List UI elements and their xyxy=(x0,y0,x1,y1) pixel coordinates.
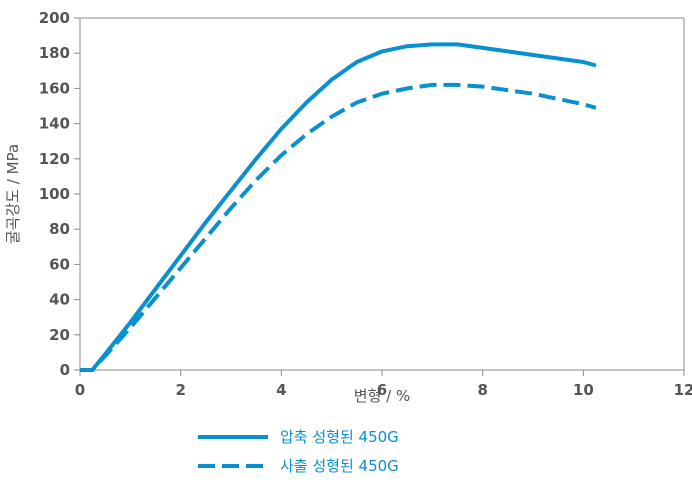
x-axis-title: 변형 / % xyxy=(354,387,410,405)
y-tick-label: 140 xyxy=(39,115,70,133)
legend-label-injection: 사출 성형된 450G xyxy=(280,457,399,475)
y-tick-label: 40 xyxy=(49,291,70,309)
data-series xyxy=(80,42,597,372)
series-line-compression-molded xyxy=(80,42,597,372)
y-tick-label: 0 xyxy=(60,361,70,379)
x-tick-label: 0 xyxy=(75,381,85,399)
x-tick-label: 2 xyxy=(175,381,185,399)
y-tick-label: 100 xyxy=(39,185,70,203)
series-line-injection-molded xyxy=(80,82,597,372)
plot-axes xyxy=(79,17,685,371)
y-tick-label: 20 xyxy=(49,326,70,344)
y-tick-label: 200 xyxy=(39,9,70,27)
x-tick-label: 4 xyxy=(276,381,286,399)
y-tick-label: 180 xyxy=(39,44,70,62)
y-tick-label: 160 xyxy=(39,79,70,97)
legend-label-compression: 압축 성형된 450G xyxy=(280,428,399,446)
legend: 압축 성형된 450G 사출 성형된 450G xyxy=(198,428,399,475)
y-tick-label: 60 xyxy=(49,255,70,273)
x-tick-label: 12 xyxy=(674,381,692,399)
x-tick-label: 8 xyxy=(477,381,487,399)
y-axis-title: 굴곡강도 / MPa xyxy=(4,144,22,244)
x-tick-label: 10 xyxy=(573,381,594,399)
y-tick-label: 80 xyxy=(49,220,70,238)
y-tick-label: 120 xyxy=(39,150,70,168)
x-tick-label: 6 xyxy=(377,381,387,399)
